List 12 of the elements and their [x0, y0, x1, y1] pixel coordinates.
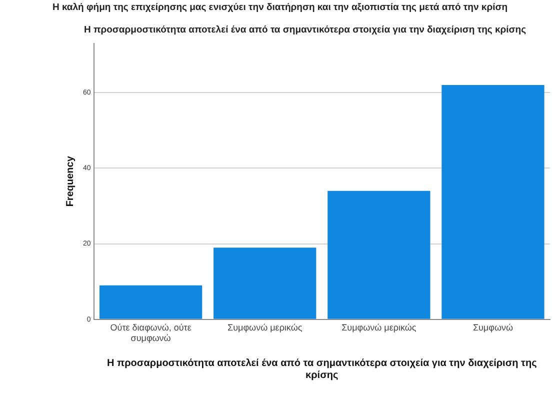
x-tick-label: Συμφωνώ μερικώς — [342, 322, 417, 332]
chart-title: Η προσαρμοστικότητα αποτελεί ένα από τα σημαντικότερα στοιχεία για την διαχείριση της κρίσης — [84, 24, 526, 36]
text: Η καλή φήμη της επιχείρησης μας ενισχύει την διατήρηση και την αξιοπιστία της μετά από την κρίση — [51, 2, 509, 13]
bar — [442, 84, 544, 319]
bar — [328, 190, 430, 319]
x-axis-title: Η προσαρμοστικότητα αποτελεί ένα από τα σημαντικότερα στοιχεία για την διαχείριση της κρίσης — [106, 358, 537, 381]
x-tick-label: Συμφωνώ μερικώς — [228, 322, 303, 332]
x-tick-label: Συμφωνώ — [472, 322, 514, 332]
x-tick-label: Ούτε διαφωνώ, ούτε συμφωνώ — [110, 322, 192, 344]
y-axis-title: Frequency — [64, 156, 76, 207]
bar — [214, 248, 316, 319]
bar — [99, 285, 202, 319]
